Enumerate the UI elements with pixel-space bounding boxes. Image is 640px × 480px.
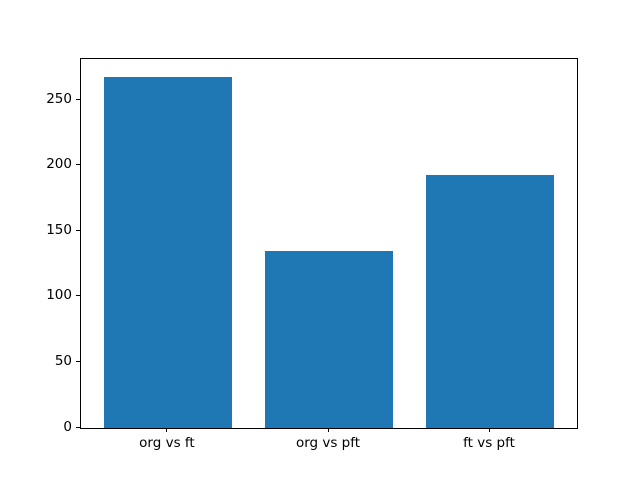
y-tick-mark [76,295,80,297]
y-tick-label: 250 [46,90,72,107]
bar-2 [425,174,555,428]
y-tick-mark [76,229,80,231]
x-tick-mark [166,428,168,432]
y-tick-label: 0 [63,418,72,435]
y-tick-mark [76,426,80,428]
x-tick-mark [488,428,490,432]
bar-0 [103,76,233,428]
bar-1 [264,250,394,428]
plot-area [80,58,578,429]
x-tick-label: org vs ft [139,435,195,451]
x-tick-label: org vs pft [295,435,361,451]
y-tick-mark [76,98,80,100]
y-tick-mark [76,360,80,362]
y-tick-label: 50 [54,352,72,369]
x-tick-label: ft vs pft [463,435,515,451]
y-tick-label: 150 [46,221,72,238]
y-tick-label: 200 [46,156,72,173]
y-tick-mark [76,164,80,166]
x-tick-mark [327,428,329,432]
y-tick-label: 100 [46,287,72,304]
